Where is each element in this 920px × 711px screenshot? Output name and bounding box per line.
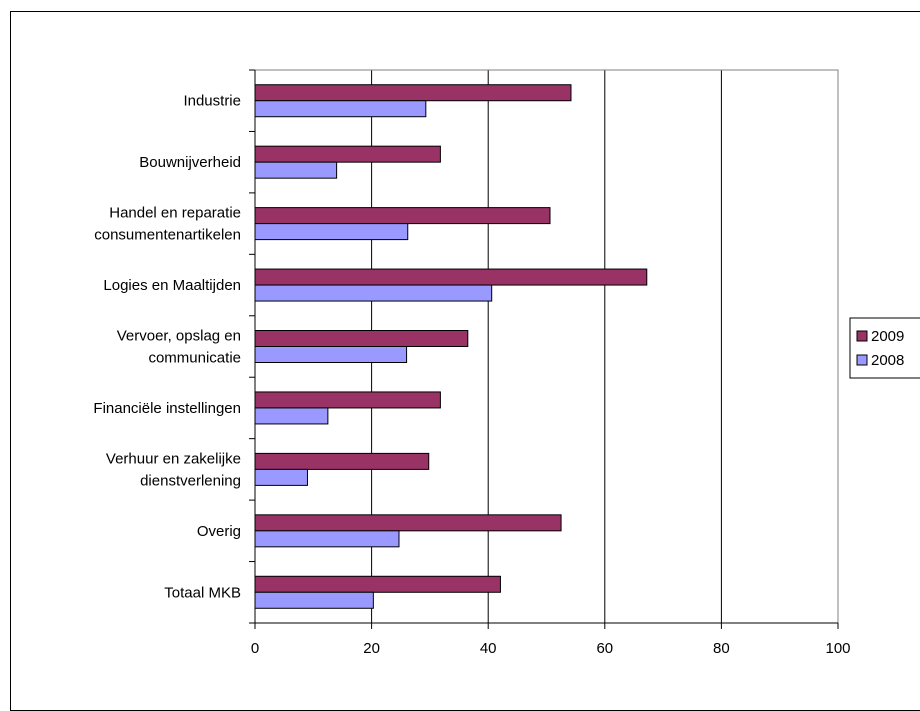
bar-2009-7 bbox=[254, 514, 562, 532]
legend-swatch-2009 bbox=[856, 330, 868, 342]
bar-2009-5 bbox=[254, 391, 441, 409]
bar-2009-6 bbox=[254, 452, 430, 470]
x-tick-label-60: 60 bbox=[596, 640, 613, 657]
category-label-6-line-0: Verhuur en zakelijke bbox=[106, 450, 241, 467]
legend-box bbox=[849, 317, 920, 379]
bar-2008-7 bbox=[254, 530, 400, 548]
x-tick-label-40: 40 bbox=[480, 640, 497, 657]
bar-2008-6 bbox=[254, 468, 308, 486]
legend-label-2008: 2008 bbox=[871, 352, 904, 369]
category-label-6-line-1: dienstverlening bbox=[140, 472, 241, 489]
category-label-3: Logies en Maaltijden bbox=[103, 277, 241, 294]
category-label-7: Overig bbox=[197, 523, 241, 540]
bar-2009-3 bbox=[254, 268, 648, 286]
bar-2009-1 bbox=[254, 145, 441, 163]
x-tick-label-100: 100 bbox=[825, 640, 850, 657]
category-label-1: Bouwnijverheid bbox=[139, 154, 241, 171]
bar-2008-0 bbox=[254, 100, 427, 118]
bar-2008-1 bbox=[254, 161, 338, 179]
bar-2008-2 bbox=[254, 223, 409, 241]
bar-chart: 0 20 40 60 80 100 Industrie Bouwnijverheid Hande… bbox=[93, 69, 920, 657]
bar-2009-8 bbox=[254, 575, 501, 593]
category-label-2-line-1: consumentenartikelen bbox=[94, 227, 241, 244]
legend-swatch-2008 bbox=[856, 354, 868, 366]
category-label-8: Totaal MKB bbox=[164, 584, 241, 601]
category-label-4-line-1: communicatie bbox=[148, 350, 241, 367]
chart-frame bbox=[10, 11, 920, 711]
bar-2008-4 bbox=[254, 346, 408, 363]
x-tick-label-20: 20 bbox=[363, 640, 380, 657]
bar-2009-4 bbox=[254, 330, 469, 347]
category-label-0: Industrie bbox=[183, 93, 241, 110]
x-tick-label-0: 0 bbox=[251, 640, 259, 657]
bar-2009-0 bbox=[254, 84, 572, 102]
bar-2008-3 bbox=[254, 284, 493, 302]
category-label-2-line-0: Handel en reparatie bbox=[109, 205, 241, 222]
category-label-5: Financiële instellingen bbox=[93, 400, 241, 417]
bar-2008-8 bbox=[254, 591, 374, 609]
bar-2008-5 bbox=[254, 407, 329, 425]
x-tick-label-80: 80 bbox=[713, 640, 730, 657]
legend-label-2009: 2009 bbox=[871, 328, 904, 345]
category-label-4-line-0: Vervoer, opslag en bbox=[117, 328, 241, 345]
bar-2009-2 bbox=[254, 207, 551, 225]
